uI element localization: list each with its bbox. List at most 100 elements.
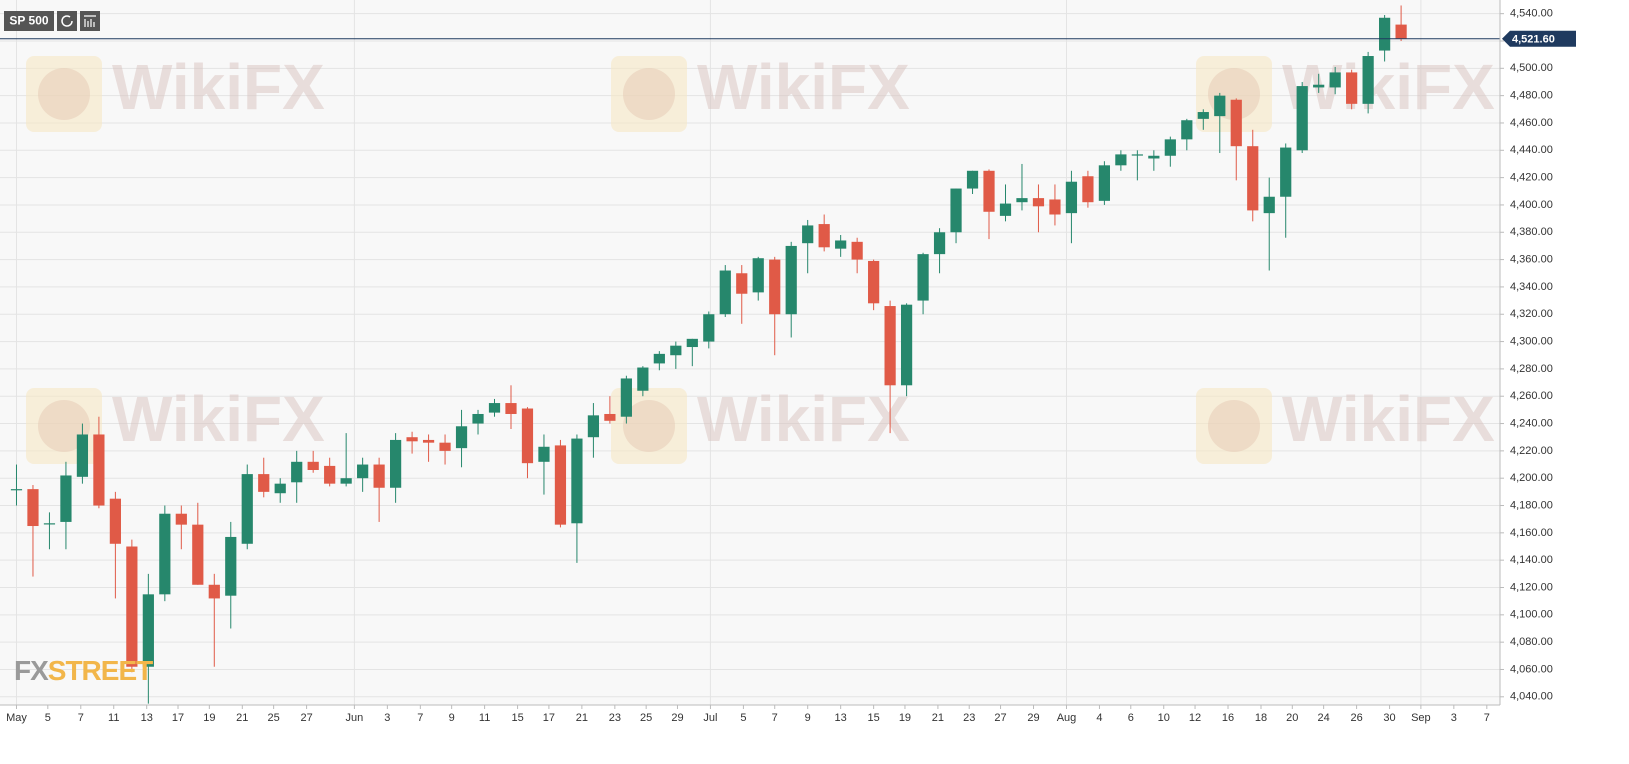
logo-fx: FX	[14, 655, 49, 686]
x-tick-label: 15	[511, 712, 523, 724]
candle-body	[142, 594, 154, 667]
candle-body	[505, 403, 517, 414]
candle-body	[1362, 56, 1374, 104]
candle-body	[1016, 198, 1028, 203]
candles	[10, 5, 1407, 704]
candle-body	[159, 513, 171, 595]
candle-body	[521, 408, 534, 464]
candle-body	[538, 446, 550, 462]
y-tick-label: 4,540.00	[1510, 8, 1553, 20]
candle-body	[785, 245, 797, 315]
candle-body	[1379, 17, 1391, 51]
x-tick-label: 9	[449, 712, 455, 724]
x-tick-label: 30	[1383, 712, 1395, 724]
candle-body	[1280, 147, 1292, 197]
candle-body	[1164, 139, 1176, 156]
candle-body	[752, 258, 764, 293]
candle-body	[241, 474, 253, 544]
x-tick-label: Aug	[1057, 712, 1077, 724]
x-tick-label: 21	[236, 712, 248, 724]
candle-body	[1065, 181, 1078, 214]
x-tick-label: 19	[203, 712, 215, 724]
candle-body	[868, 260, 880, 304]
candle-body	[274, 483, 286, 494]
candle-body	[340, 478, 352, 484]
candle-body	[406, 437, 418, 442]
x-tick-label: 7	[78, 712, 84, 724]
candle-body	[1296, 86, 1308, 151]
candle-body	[884, 306, 896, 386]
x-tick-label: 21	[932, 712, 944, 724]
candle-body	[27, 489, 39, 527]
candle-body	[43, 523, 56, 525]
candle-body	[917, 254, 929, 301]
candle-body	[175, 513, 187, 525]
candle-body	[1247, 146, 1259, 211]
watermark-icon-circle	[623, 68, 675, 120]
x-tick-label: 4	[1096, 712, 1102, 724]
y-tick-label: 4,160.00	[1510, 527, 1553, 539]
y-tick-label: 4,440.00	[1510, 144, 1553, 156]
candle-body	[1197, 112, 1209, 119]
candle-body	[1032, 198, 1045, 207]
candle-body	[1049, 199, 1061, 215]
candle-body	[1313, 84, 1325, 88]
candle-body	[587, 415, 600, 438]
candle-body	[324, 465, 336, 484]
candle-body	[719, 270, 731, 315]
x-tick-label: 25	[640, 712, 652, 724]
y-tick-label: 4,460.00	[1510, 117, 1553, 129]
x-tick-label: 12	[1189, 712, 1201, 724]
y-tick-label: 4,120.00	[1510, 581, 1553, 593]
candle-body	[950, 188, 962, 233]
watermark: WikiFX	[1282, 383, 1495, 455]
candle-body	[620, 378, 632, 417]
chart-type-button[interactable]	[80, 11, 100, 31]
x-tick-label: Sep	[1411, 712, 1431, 724]
watermark-icon-circle	[38, 68, 90, 120]
x-tick-label: 29	[1027, 712, 1039, 724]
x-tick-label: 13	[141, 712, 153, 724]
x-tick-label: May	[6, 712, 27, 724]
x-tick-label: 27	[300, 712, 312, 724]
candle-body	[802, 225, 814, 244]
y-tick-label: 4,320.00	[1510, 308, 1553, 320]
x-tick-label: Jul	[703, 712, 717, 724]
y-tick-label: 4,300.00	[1510, 335, 1553, 347]
x-tick-label: 10	[1158, 712, 1170, 724]
refresh-button[interactable]	[57, 11, 77, 31]
x-tick-label: 27	[994, 712, 1006, 724]
x-tick-label: 24	[1318, 712, 1330, 724]
candle-body	[736, 273, 748, 294]
y-tick-label: 4,360.00	[1510, 253, 1553, 265]
x-tick-label: 18	[1255, 712, 1267, 724]
candle-body	[653, 353, 665, 364]
candle-body	[258, 474, 270, 492]
x-tick-label: 17	[543, 712, 555, 724]
x-tick-label: Jun	[346, 712, 364, 724]
x-tick-label: 19	[899, 712, 911, 724]
watermark-icon-circle	[1208, 400, 1260, 452]
candle-body	[604, 413, 616, 421]
y-tick-label: 4,280.00	[1510, 363, 1553, 375]
y-tick-label: 4,500.00	[1510, 62, 1553, 74]
candle-body	[851, 241, 863, 260]
candle-body	[1148, 155, 1160, 159]
chart-title: SP 500	[9, 14, 48, 28]
candle-body	[76, 434, 89, 477]
x-tick-label: 7	[1484, 712, 1490, 724]
candle-body	[126, 546, 138, 667]
watermark: WikiFX	[697, 51, 910, 123]
candle-body	[488, 403, 501, 413]
x-tick-label: 29	[671, 712, 683, 724]
last-price-label: 4,521.60	[1512, 34, 1555, 46]
x-tick-label: 9	[805, 712, 811, 724]
x-tick-label: 7	[772, 712, 778, 724]
candle-body	[999, 203, 1012, 216]
candle-body	[1181, 120, 1193, 140]
x-tick-label: 25	[268, 712, 280, 724]
y-tick-label: 4,080.00	[1510, 636, 1553, 648]
candle-body	[225, 536, 237, 596]
x-tick-label: 3	[384, 712, 390, 724]
